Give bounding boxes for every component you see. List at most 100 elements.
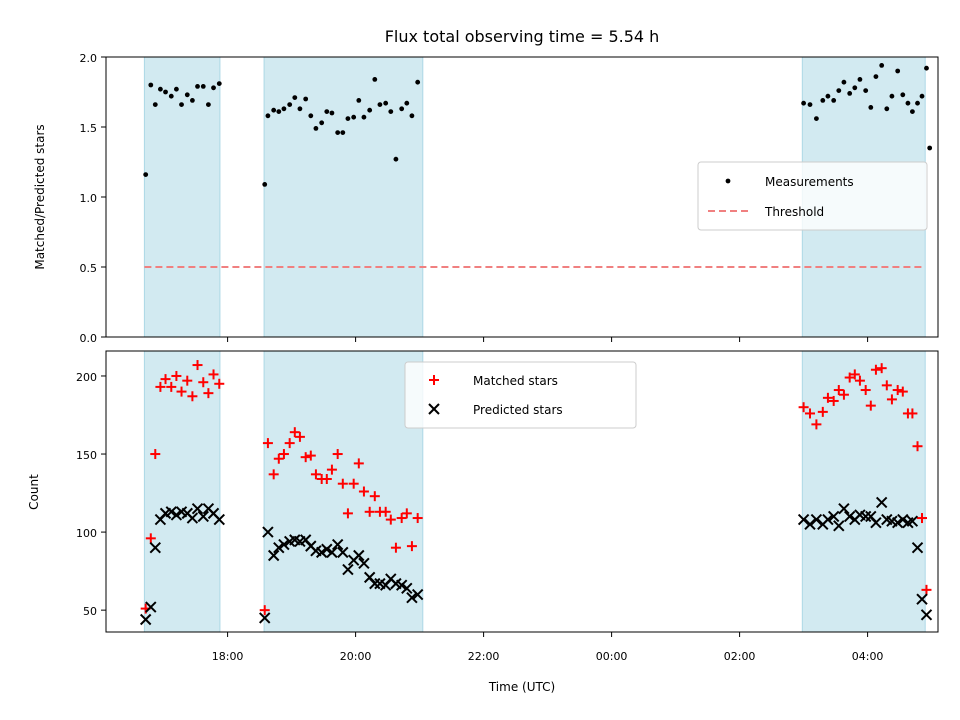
predicted-point-27: [321, 543, 333, 555]
matched-point-43: [406, 541, 417, 552]
predicted-point-44: [411, 588, 424, 601]
predicted-point-17: [267, 549, 280, 562]
predicted-point-0: [139, 613, 152, 626]
measurement-point-25: [313, 125, 319, 131]
predicted-point-15: [259, 612, 271, 624]
measurement-point-64: [905, 100, 911, 106]
measurement-point-61: [889, 93, 895, 99]
measurement-point-24: [308, 113, 314, 119]
measurement-point-40: [393, 156, 399, 162]
measurement-point-6: [174, 86, 179, 92]
measurement-point-2: [152, 102, 158, 107]
predicted-point-26: [315, 546, 328, 559]
predicted-point-50: [827, 510, 840, 523]
legend-matched-label: Matched stars: [473, 374, 558, 388]
matched-point-2: [150, 449, 161, 460]
xtick-label-2: 22:00: [468, 650, 500, 663]
measurement-point-52: [841, 79, 847, 85]
measurement-point-51: [836, 88, 842, 93]
matched-point-52: [838, 389, 849, 400]
matched-point-4: [160, 374, 171, 385]
matched-point-13: [208, 369, 219, 380]
matched-point-33: [353, 458, 364, 469]
measurement-point-28: [329, 110, 335, 116]
matched-point-31: [342, 508, 353, 519]
measurement-point-60: [884, 106, 890, 112]
measurement-point-1: [148, 82, 154, 88]
matched-point-28: [326, 464, 337, 475]
matched-point-19: [278, 449, 289, 460]
matched-point-41: [396, 513, 407, 524]
measurement-point-31: [345, 116, 351, 121]
measurement-point-18: [276, 109, 282, 114]
predicted-point-41: [395, 579, 408, 591]
top-ytick-label-4: 2.0: [80, 52, 98, 65]
bottom-span-1: [263, 350, 424, 633]
measurement-point-11: [200, 84, 206, 89]
legend-predicted-marker: [428, 403, 440, 415]
bottom-ytick-label-0: 50: [83, 605, 97, 618]
measurement-point-27: [324, 109, 330, 114]
predicted-point-56: [859, 510, 872, 523]
predicted-point-53: [843, 510, 856, 523]
measurement-point-30: [340, 130, 346, 136]
predicted-point-14: [213, 513, 225, 526]
measurement-point-21: [292, 95, 298, 100]
legend-measurements-marker: [725, 178, 731, 184]
predicted-point-59: [875, 496, 888, 509]
measurement-point-26: [319, 120, 325, 126]
matched-point-29: [332, 449, 343, 460]
top-ytick-label-0: 0.0: [80, 332, 98, 345]
measurement-point-55: [857, 77, 863, 82]
legend-threshold-label: Threshold: [764, 205, 824, 219]
matched-point-9: [187, 391, 198, 402]
matched-point-3: [155, 381, 166, 392]
predicted-stars-points: [139, 496, 933, 626]
matched-point-34: [358, 486, 369, 497]
predicted-point-63: [897, 513, 909, 526]
bottom-legend-box: [404, 361, 637, 429]
matched-point-40: [390, 542, 401, 553]
matched-point-67: [917, 513, 927, 524]
measurement-point-5: [168, 93, 174, 99]
measurement-point-68: [924, 65, 929, 71]
matched-point-46: [805, 408, 815, 419]
matched-point-14: [214, 378, 225, 389]
predicted-point-18: [273, 541, 285, 554]
measurement-point-58: [873, 74, 879, 79]
measurement-point-9: [190, 98, 195, 103]
matched-point-47: [811, 419, 822, 430]
bottom-observing-spans: [143, 350, 926, 633]
measurement-point-43: [409, 113, 415, 119]
matched-point-27: [321, 474, 332, 485]
matched-point-50: [828, 395, 839, 406]
predicted-point-28: [326, 546, 338, 559]
measurement-point-49: [825, 93, 831, 99]
bottom-ytick-label-1: 100: [76, 527, 97, 540]
matched-point-32: [348, 478, 359, 489]
bottom-ytick-label-2: 150: [76, 449, 97, 462]
measurement-point-41: [399, 106, 405, 112]
matched-point-53: [844, 372, 855, 383]
top-ytick-label-2: 1.0: [80, 192, 98, 205]
matched-point-8: [182, 375, 193, 386]
bottom-ytick-label-3: 200: [76, 371, 97, 384]
measurement-point-42: [404, 100, 410, 106]
measurement-point-53: [847, 91, 853, 96]
matched-point-59: [876, 363, 887, 374]
measurement-point-50: [831, 98, 837, 103]
measurement-point-36: [372, 77, 378, 82]
matched-point-36: [369, 491, 380, 502]
measurement-point-8: [184, 92, 190, 98]
xtick-label-5: 04:00: [852, 650, 884, 663]
top-span-0: [143, 56, 221, 338]
measurement-point-10: [195, 84, 200, 89]
legend-predicted-label: Predicted stars: [473, 403, 563, 417]
measurement-point-4: [163, 89, 168, 95]
measurement-point-17: [271, 107, 277, 113]
xtick-label-4: 02:00: [724, 650, 756, 663]
bottom-x-ticks: 18:00 20:00 22:00 00:00 02:00 04:00: [212, 632, 884, 663]
measurement-point-57: [868, 105, 874, 110]
matched-point-48: [817, 406, 828, 417]
measurement-point-34: [361, 114, 367, 120]
